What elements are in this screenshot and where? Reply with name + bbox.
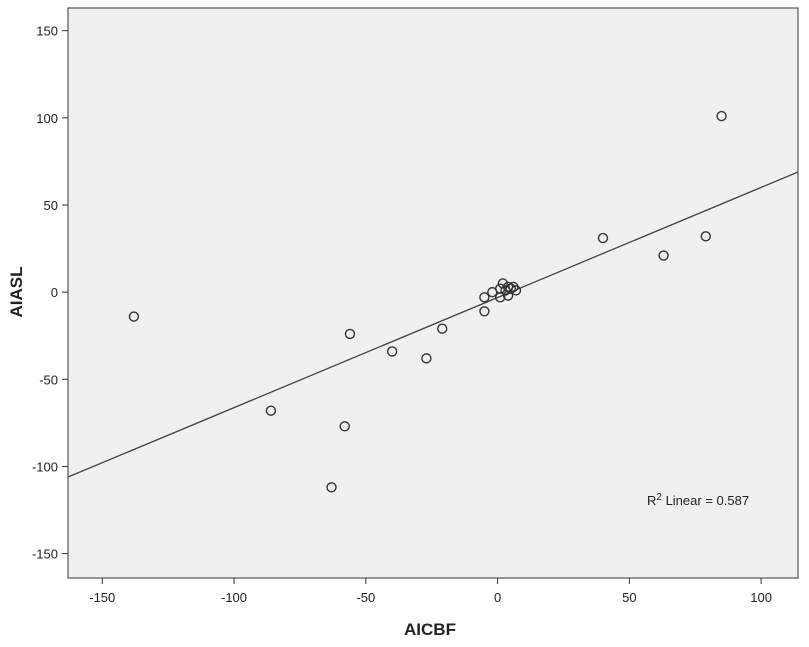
regression-line xyxy=(67,171,799,478)
data-point xyxy=(128,311,140,322)
data-point xyxy=(421,353,432,364)
y-tick-label: 150 xyxy=(36,24,58,39)
y-tick-label: -100 xyxy=(32,459,58,474)
data-point xyxy=(326,482,337,493)
data-point xyxy=(497,278,509,289)
x-tick-label: 50 xyxy=(622,590,636,605)
data-point xyxy=(508,281,519,293)
x-tick-label: 0 xyxy=(494,590,501,605)
x-tick-label: -100 xyxy=(221,590,247,605)
data-point xyxy=(597,232,609,244)
r-squared-label-base: R xyxy=(647,493,656,508)
data-point xyxy=(716,110,727,122)
data-point xyxy=(505,283,516,294)
data-point xyxy=(479,306,490,317)
r-squared-label-rest: Linear = 0.587 xyxy=(662,493,749,508)
x-tick-label: 100 xyxy=(750,590,772,605)
y-tick-label: -50 xyxy=(39,372,58,387)
x-tick-label: -50 xyxy=(356,590,375,605)
y-tick-label: 100 xyxy=(36,111,58,126)
y-axis-title: AIASL xyxy=(7,267,26,318)
data-point xyxy=(700,231,711,242)
r-squared-label-sup: 2 xyxy=(656,492,662,503)
data-point xyxy=(479,292,490,303)
axes: -150 -100 -50 0 50 100 -150 -100 -50 0 50 100 150 xyxy=(32,24,772,605)
plot-area xyxy=(67,7,799,579)
y-tick-label: 50 xyxy=(44,198,58,213)
data-point xyxy=(386,346,398,357)
data-point xyxy=(265,405,277,416)
data-point xyxy=(510,285,522,296)
data-point xyxy=(339,421,350,432)
y-tick-label: -150 xyxy=(32,547,58,562)
data-point xyxy=(495,283,506,294)
y-tick-label: 0 xyxy=(51,285,58,300)
r-squared-annotation: R2 Linear = 0.587 xyxy=(647,492,749,508)
data-point xyxy=(437,323,448,334)
x-tick-label: -150 xyxy=(89,590,115,605)
points-group xyxy=(128,110,727,493)
data-point xyxy=(344,328,356,340)
fit-line-group xyxy=(67,171,799,478)
data-point xyxy=(658,250,669,261)
x-axis-title: AICBF xyxy=(404,620,456,639)
